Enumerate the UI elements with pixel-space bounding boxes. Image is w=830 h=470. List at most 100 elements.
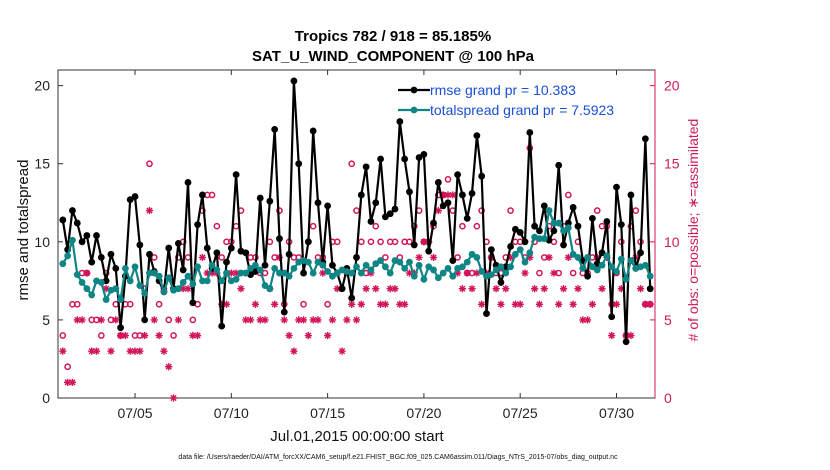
rmse-point bbox=[348, 294, 356, 302]
obs-possible-point bbox=[377, 238, 384, 246]
rmse-point bbox=[97, 254, 105, 261]
totalspread-point bbox=[478, 268, 486, 275]
obs-assimilated-point bbox=[627, 331, 635, 340]
y-tick-label: 0 bbox=[42, 390, 50, 406]
rmse-point bbox=[285, 250, 293, 258]
rmse-point bbox=[617, 221, 625, 229]
plot-background bbox=[58, 70, 655, 398]
totalspread-point bbox=[314, 258, 322, 266]
obs-assimilated-point bbox=[290, 347, 298, 355]
legend: rmse grand pr = 10.383 totalspread grand … bbox=[398, 82, 614, 118]
obs-assimilated-point bbox=[107, 347, 115, 355]
obs-assimilated-point bbox=[232, 269, 240, 277]
rmse-point bbox=[381, 213, 389, 221]
rmse-point bbox=[531, 222, 539, 230]
rmse-point bbox=[641, 135, 649, 143]
rmse-point bbox=[497, 279, 505, 286]
totalspread-point bbox=[463, 258, 471, 266]
y-right-tick-label: 5 bbox=[664, 312, 672, 328]
rmse-point bbox=[449, 257, 457, 264]
rmse-point bbox=[463, 214, 471, 222]
rmse-point bbox=[627, 191, 635, 199]
rmse-point bbox=[637, 249, 644, 257]
x-tick-label: 07/10 bbox=[214, 405, 249, 421]
obs-possible-point bbox=[300, 300, 307, 308]
obs-assimilated-point bbox=[169, 394, 178, 402]
y-right-tick-label: 0 bbox=[664, 390, 672, 406]
obs-assimilated-point bbox=[97, 316, 105, 324]
totalspread-point bbox=[218, 277, 226, 285]
totalspread-point bbox=[617, 255, 625, 263]
obs-assimilated-point bbox=[429, 253, 438, 262]
totalspread-point bbox=[560, 227, 567, 235]
obs-assimilated-point bbox=[405, 269, 414, 277]
totalspread-point bbox=[102, 296, 110, 303]
obs-assimilated-point bbox=[271, 300, 279, 308]
obs-assimilated-point bbox=[68, 378, 77, 386]
totalspread-point bbox=[271, 264, 279, 272]
obs-assimilated-point bbox=[386, 285, 394, 293]
totalspread-point bbox=[357, 269, 365, 277]
totalspread-point bbox=[136, 282, 144, 289]
totalspread-point bbox=[285, 272, 293, 280]
obs-assimilated-point bbox=[569, 300, 577, 308]
totalspread-point bbox=[425, 263, 433, 271]
rmse-point bbox=[468, 189, 476, 197]
y-right-tick-label: 20 bbox=[664, 78, 680, 94]
obs-assimilated-point bbox=[285, 331, 293, 340]
totalspread-point bbox=[420, 275, 428, 283]
totalspread-point bbox=[444, 264, 452, 272]
obs-assimilated-point bbox=[535, 300, 544, 308]
rmse-point bbox=[589, 214, 596, 222]
totalspread-point bbox=[290, 264, 298, 272]
totalspread-point bbox=[160, 288, 168, 296]
obs-possible-point bbox=[309, 222, 317, 230]
obs-possible-point bbox=[59, 332, 67, 339]
rmse-point bbox=[189, 299, 197, 307]
rmse-point bbox=[507, 243, 514, 250]
totalspread-point bbox=[564, 224, 572, 232]
obs-assimilated-point bbox=[88, 347, 96, 355]
rmse-point bbox=[603, 218, 611, 225]
legend-totalspread-label: totalspread grand pr = 7.5923 bbox=[430, 102, 614, 118]
y-tick-label: 15 bbox=[34, 156, 50, 172]
rmse-point bbox=[516, 229, 524, 236]
totalspread-point bbox=[386, 269, 394, 277]
rmse-point bbox=[304, 238, 312, 246]
obs-assimilated-point bbox=[506, 253, 515, 262]
obs-possible-point bbox=[459, 222, 466, 230]
obs-assimilated-point bbox=[203, 269, 211, 277]
obs-assimilated-point bbox=[246, 316, 255, 324]
rmse-point bbox=[560, 241, 567, 249]
obs-assimilated-point bbox=[304, 331, 312, 340]
rmse-point bbox=[112, 264, 120, 272]
totalspread-point bbox=[603, 252, 611, 260]
rmse-point bbox=[280, 308, 288, 316]
obs-assimilated-point bbox=[559, 285, 568, 293]
totalspread-point bbox=[569, 250, 577, 258]
obs-possible-point bbox=[382, 254, 389, 261]
rmse-point bbox=[584, 272, 591, 280]
rmse-point bbox=[386, 210, 394, 218]
rmse-point bbox=[266, 197, 274, 205]
x-tick-label: 07/15 bbox=[310, 405, 345, 421]
obs-assimilated-point bbox=[309, 316, 317, 324]
obs-assimilated-point bbox=[261, 316, 269, 324]
rmse-point bbox=[415, 154, 423, 161]
obs-assimilated-point bbox=[131, 347, 139, 355]
totalspread-point bbox=[131, 263, 139, 271]
totalspread-point bbox=[507, 263, 514, 271]
obs-assimilated-point bbox=[449, 191, 457, 199]
rmse-point bbox=[434, 179, 442, 186]
rmse-point bbox=[184, 179, 192, 186]
rmse-point bbox=[295, 160, 303, 168]
obs-possible-point bbox=[150, 254, 158, 261]
obs-assimilated-point bbox=[357, 300, 365, 308]
rmse-point bbox=[406, 188, 413, 196]
totalspread-point bbox=[497, 263, 505, 271]
series-layer bbox=[59, 77, 654, 402]
obs-assimilated-point bbox=[401, 300, 409, 308]
totalspread-point bbox=[415, 261, 423, 269]
obs-possible-point bbox=[564, 191, 572, 199]
rmse-point bbox=[290, 77, 298, 85]
